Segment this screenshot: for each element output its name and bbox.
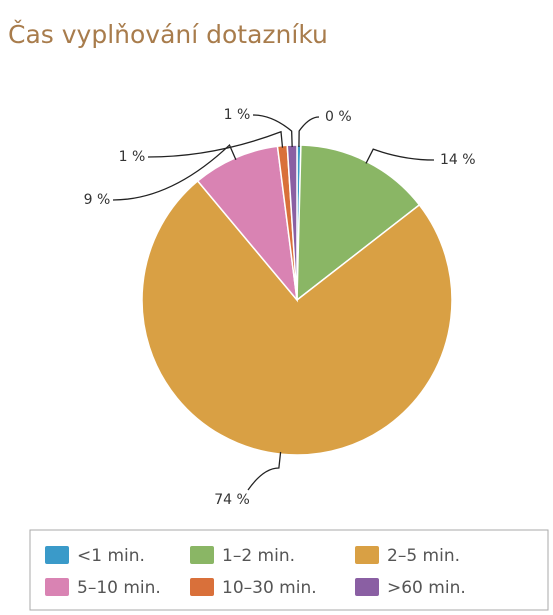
leader-line <box>252 114 293 148</box>
legend-label: <1 min. <box>77 546 145 566</box>
data-label: 9 % <box>84 192 111 208</box>
data-label: 1 % <box>119 149 146 165</box>
legend-label: 2–5 min. <box>387 546 460 566</box>
legend-swatch <box>45 578 69 596</box>
leader-line <box>247 452 282 491</box>
legend-swatch <box>45 546 69 564</box>
legend-swatch <box>355 546 379 564</box>
legend-label: 5–10 min. <box>77 578 161 598</box>
leader-line <box>112 143 237 201</box>
chart-title: Čas vyplňování dotazníku <box>8 19 328 49</box>
data-label: 74 % <box>214 492 250 508</box>
leader-line <box>365 148 435 164</box>
legend-label: 1–2 min. <box>222 546 295 566</box>
data-label: 1 % <box>224 107 251 123</box>
data-label: 0 % <box>325 109 352 125</box>
data-label: 14 % <box>440 152 476 168</box>
legend-box <box>29 529 549 611</box>
legend-label: 10–30 min. <box>222 578 317 598</box>
leader-line <box>298 116 320 148</box>
legend-swatch <box>190 578 214 596</box>
legend-swatch <box>355 578 379 596</box>
legend-swatch <box>190 546 214 564</box>
legend-label: >60 min. <box>387 578 466 598</box>
leader-line <box>147 130 284 158</box>
